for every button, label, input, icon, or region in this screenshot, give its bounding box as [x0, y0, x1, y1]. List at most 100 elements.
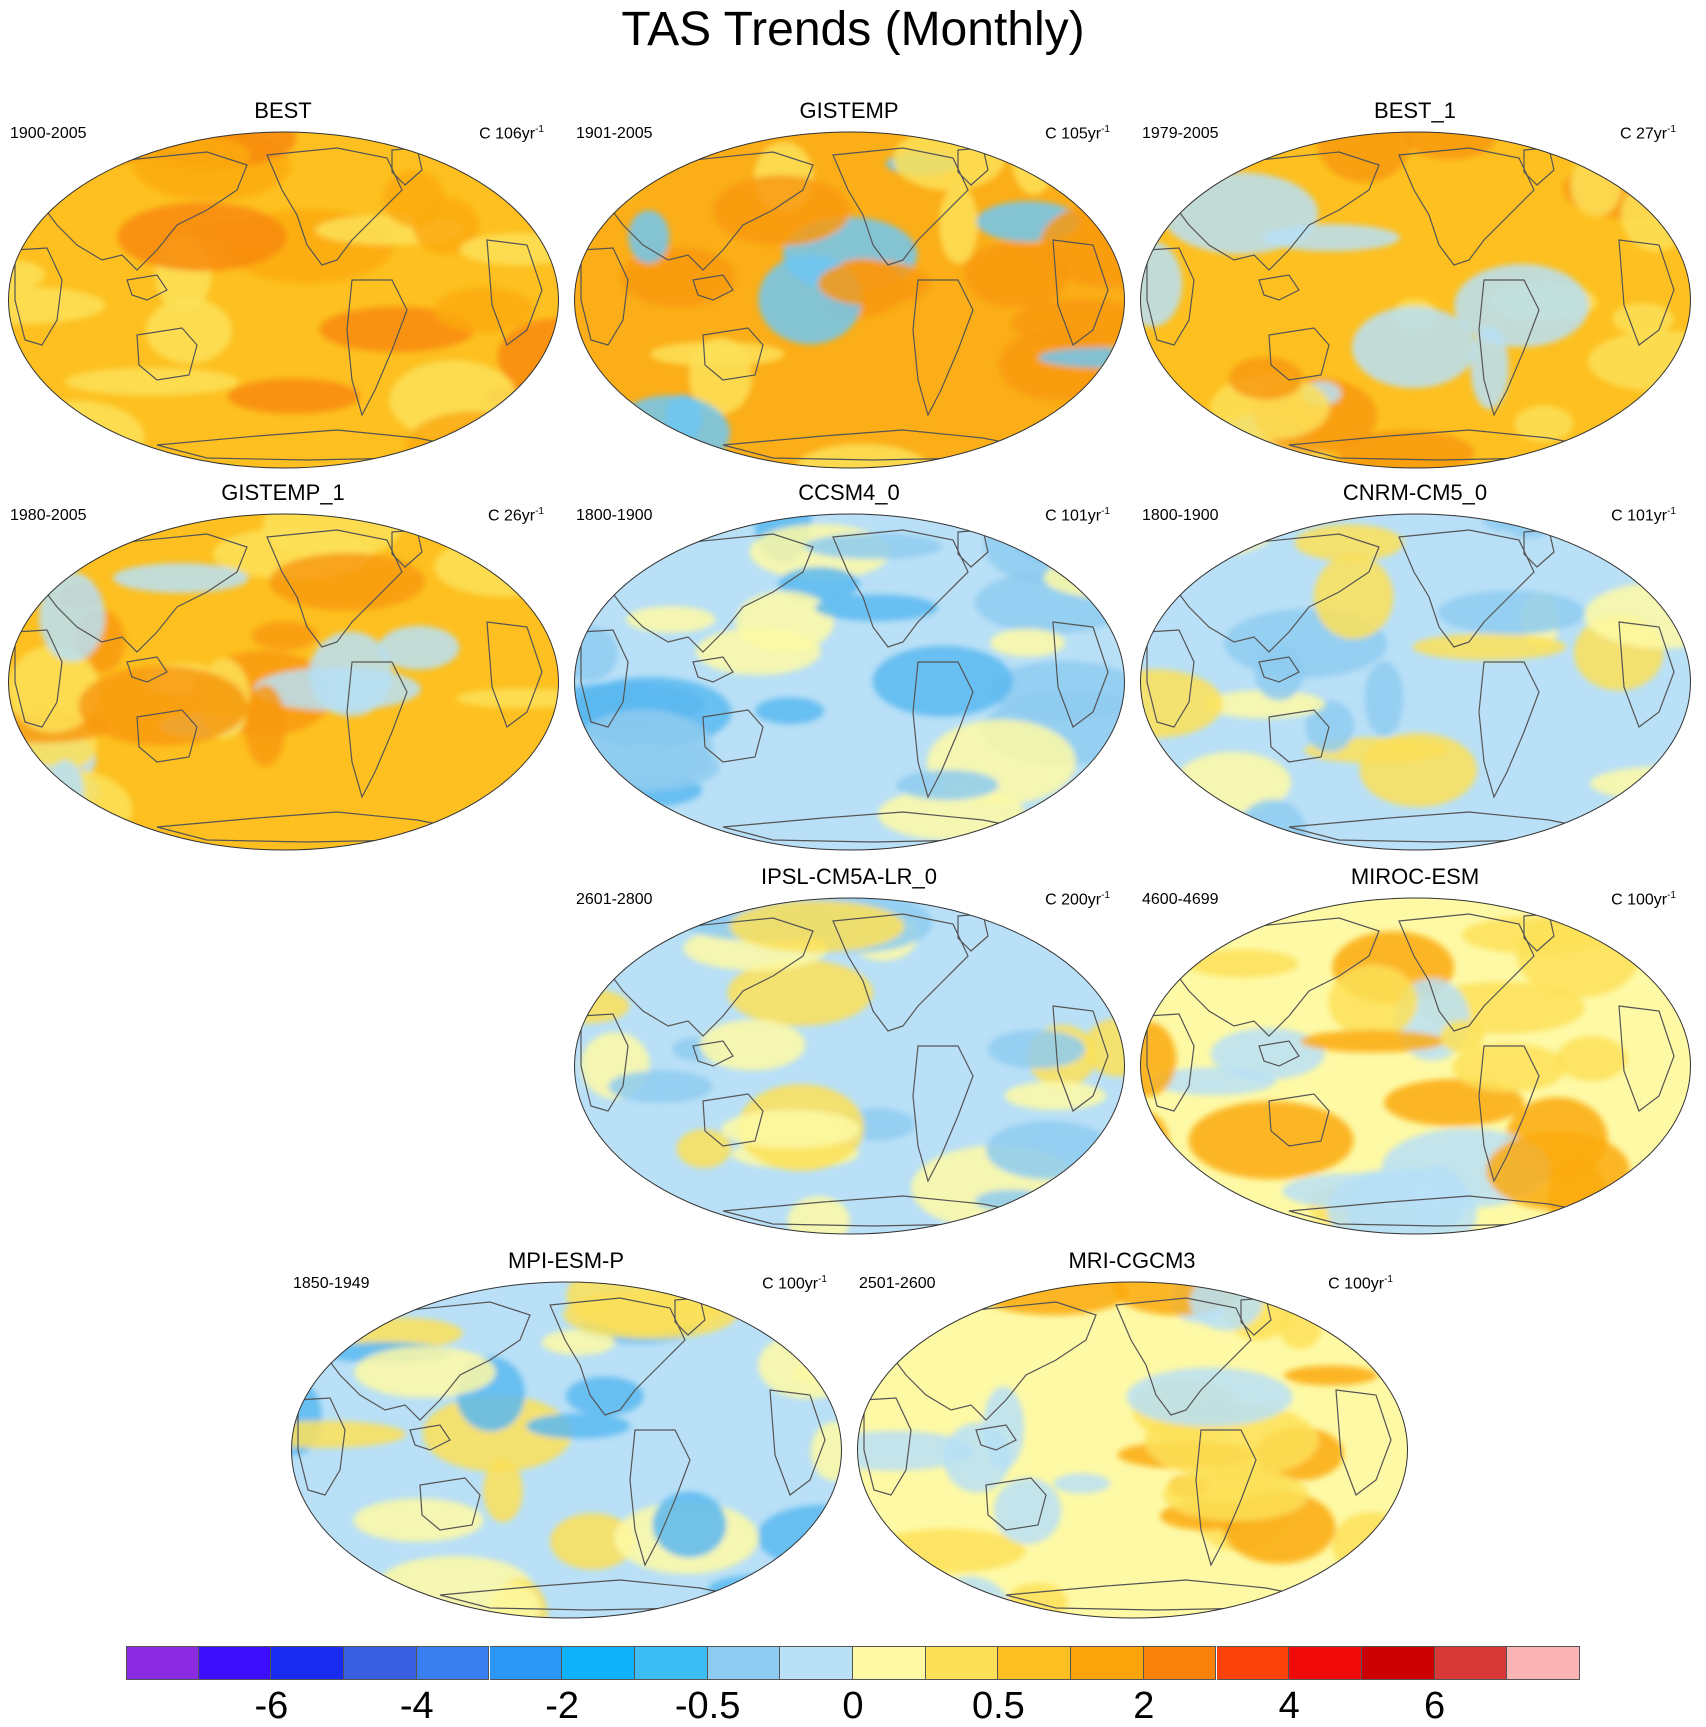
- coastline: [692, 1040, 734, 1067]
- coastline: [1398, 529, 1535, 648]
- colorbar-swatch: [1361, 1646, 1435, 1680]
- anomaly-patch: [1284, 1365, 1378, 1386]
- coastline: [1258, 274, 1300, 301]
- anomaly-patch: [434, 287, 534, 333]
- coastline: [346, 279, 408, 417]
- anomaly-patch: [1163, 1468, 1309, 1522]
- anomaly-patch: [1188, 1101, 1354, 1180]
- colorbar-swatch: [126, 1646, 199, 1680]
- coastline: [769, 1389, 826, 1496]
- map-globe: [8, 131, 559, 469]
- anomaly-patch: [608, 1070, 713, 1103]
- coastline: [1173, 151, 1380, 271]
- coastline: [14, 247, 63, 346]
- anomaly-patch: [1569, 436, 1691, 468]
- anomaly-patch: [986, 1120, 1112, 1180]
- panel-title: IPSL-CM5A-LR_0: [760, 864, 938, 889]
- coastline: [136, 327, 198, 381]
- panel-title: GISTEMP: [799, 98, 899, 123]
- panel-units-exponent: -1: [1667, 506, 1676, 517]
- anomaly-patch: [1352, 306, 1476, 389]
- panel-period: 1980-2005: [10, 507, 87, 524]
- anomaly-patch: [254, 667, 421, 711]
- coastline: [832, 147, 969, 266]
- coastline: [1115, 1297, 1252, 1416]
- panel-units-exponent: -1: [1384, 1274, 1393, 1285]
- colorbar-swatch: [489, 1646, 563, 1680]
- anomaly-patch: [712, 175, 851, 246]
- map-field: [1140, 132, 1691, 468]
- anomaly-patch: [729, 900, 905, 953]
- anomaly-patch: [1332, 1512, 1408, 1578]
- colorbar-tick-label: -6: [254, 1685, 289, 1727]
- anomaly-patch: [652, 1491, 727, 1558]
- coastline: [629, 1429, 691, 1567]
- coastline: [486, 239, 543, 346]
- panel-units: C 105yr-1: [1045, 120, 1110, 144]
- coastline: [1618, 621, 1675, 728]
- coastline: [266, 529, 403, 648]
- anomaly-patch: [696, 627, 821, 675]
- anomaly-patch: [117, 202, 287, 272]
- anomaly-patch: [8, 645, 100, 733]
- coastline: [41, 151, 248, 271]
- map-globe: [574, 513, 1125, 851]
- coastline: [409, 1424, 451, 1451]
- panel-title: CCSM4_0: [798, 480, 900, 505]
- anomaly-patch: [1412, 633, 1567, 661]
- colorbar-swatch: [707, 1646, 781, 1680]
- coastline: [1335, 1389, 1392, 1496]
- panel-title: BEST_1: [1374, 98, 1456, 123]
- coastline: [1478, 661, 1540, 799]
- colorbar-tick-label: -4: [399, 1685, 434, 1727]
- coastline: [1146, 1013, 1195, 1112]
- panel-units-text: C 106yr: [479, 125, 536, 143]
- coastline: [912, 661, 974, 799]
- globe-outline: [574, 513, 1125, 851]
- panel-title: MRI-CGCM3: [1068, 1248, 1196, 1273]
- panel-units-exponent: -1: [1667, 890, 1676, 901]
- panel-units: C 100yr-1: [762, 1270, 827, 1294]
- coastline: [692, 656, 734, 683]
- colorbar-tick-label: 0: [842, 1685, 864, 1727]
- panel-units: C 100yr-1: [1611, 886, 1676, 910]
- map-panel: MPI-ESM-P 1850-1949 C 100yr-1: [283, 1248, 849, 1622]
- map-globe: [1140, 131, 1691, 469]
- map-panel: GISTEMP 1901-2005 C 105yr-1: [566, 98, 1132, 472]
- anomaly-patch: [810, 1421, 842, 1481]
- panel-title: MPI-ESM-P: [507, 1248, 625, 1273]
- coastline: [702, 709, 764, 763]
- anomaly-patch: [244, 684, 286, 767]
- coastline: [14, 629, 63, 728]
- anomaly-patch: [896, 770, 999, 801]
- anomaly-patch: [574, 1201, 687, 1230]
- anomaly-patch: [628, 210, 670, 264]
- coastline: [692, 274, 734, 301]
- anomaly-patch: [817, 260, 931, 307]
- anomaly-patch: [291, 1420, 406, 1448]
- anomaly-patch: [1316, 132, 1413, 183]
- panel-period: 1979-2005: [1142, 125, 1219, 142]
- anomaly-patch: [227, 378, 361, 414]
- anomaly-patch: [422, 1395, 573, 1472]
- coastline: [1618, 239, 1675, 346]
- anomaly-patch: [815, 594, 938, 622]
- anomaly-patch: [378, 625, 460, 670]
- map-field: [857, 1282, 1408, 1618]
- map-globe: [1140, 513, 1691, 851]
- colorbar-tick-label: -0.5: [674, 1685, 741, 1727]
- anomaly-patch: [700, 1019, 806, 1071]
- anomaly-patch: [550, 1513, 635, 1570]
- anomaly-patch: [626, 606, 716, 633]
- anomaly-patch: [708, 1573, 836, 1604]
- panel-units-text: C 101yr: [1045, 507, 1102, 525]
- colorbar-swatch: [198, 1646, 272, 1680]
- coastline: [985, 1477, 1047, 1531]
- anomaly-patch: [963, 241, 1070, 308]
- map-field: [8, 514, 559, 850]
- globe-outline: [857, 1281, 1408, 1619]
- coastline: [607, 917, 814, 1037]
- anomaly-patch: [939, 185, 978, 264]
- coastline: [607, 533, 814, 653]
- panel-units-text: C 27yr: [1619, 125, 1668, 143]
